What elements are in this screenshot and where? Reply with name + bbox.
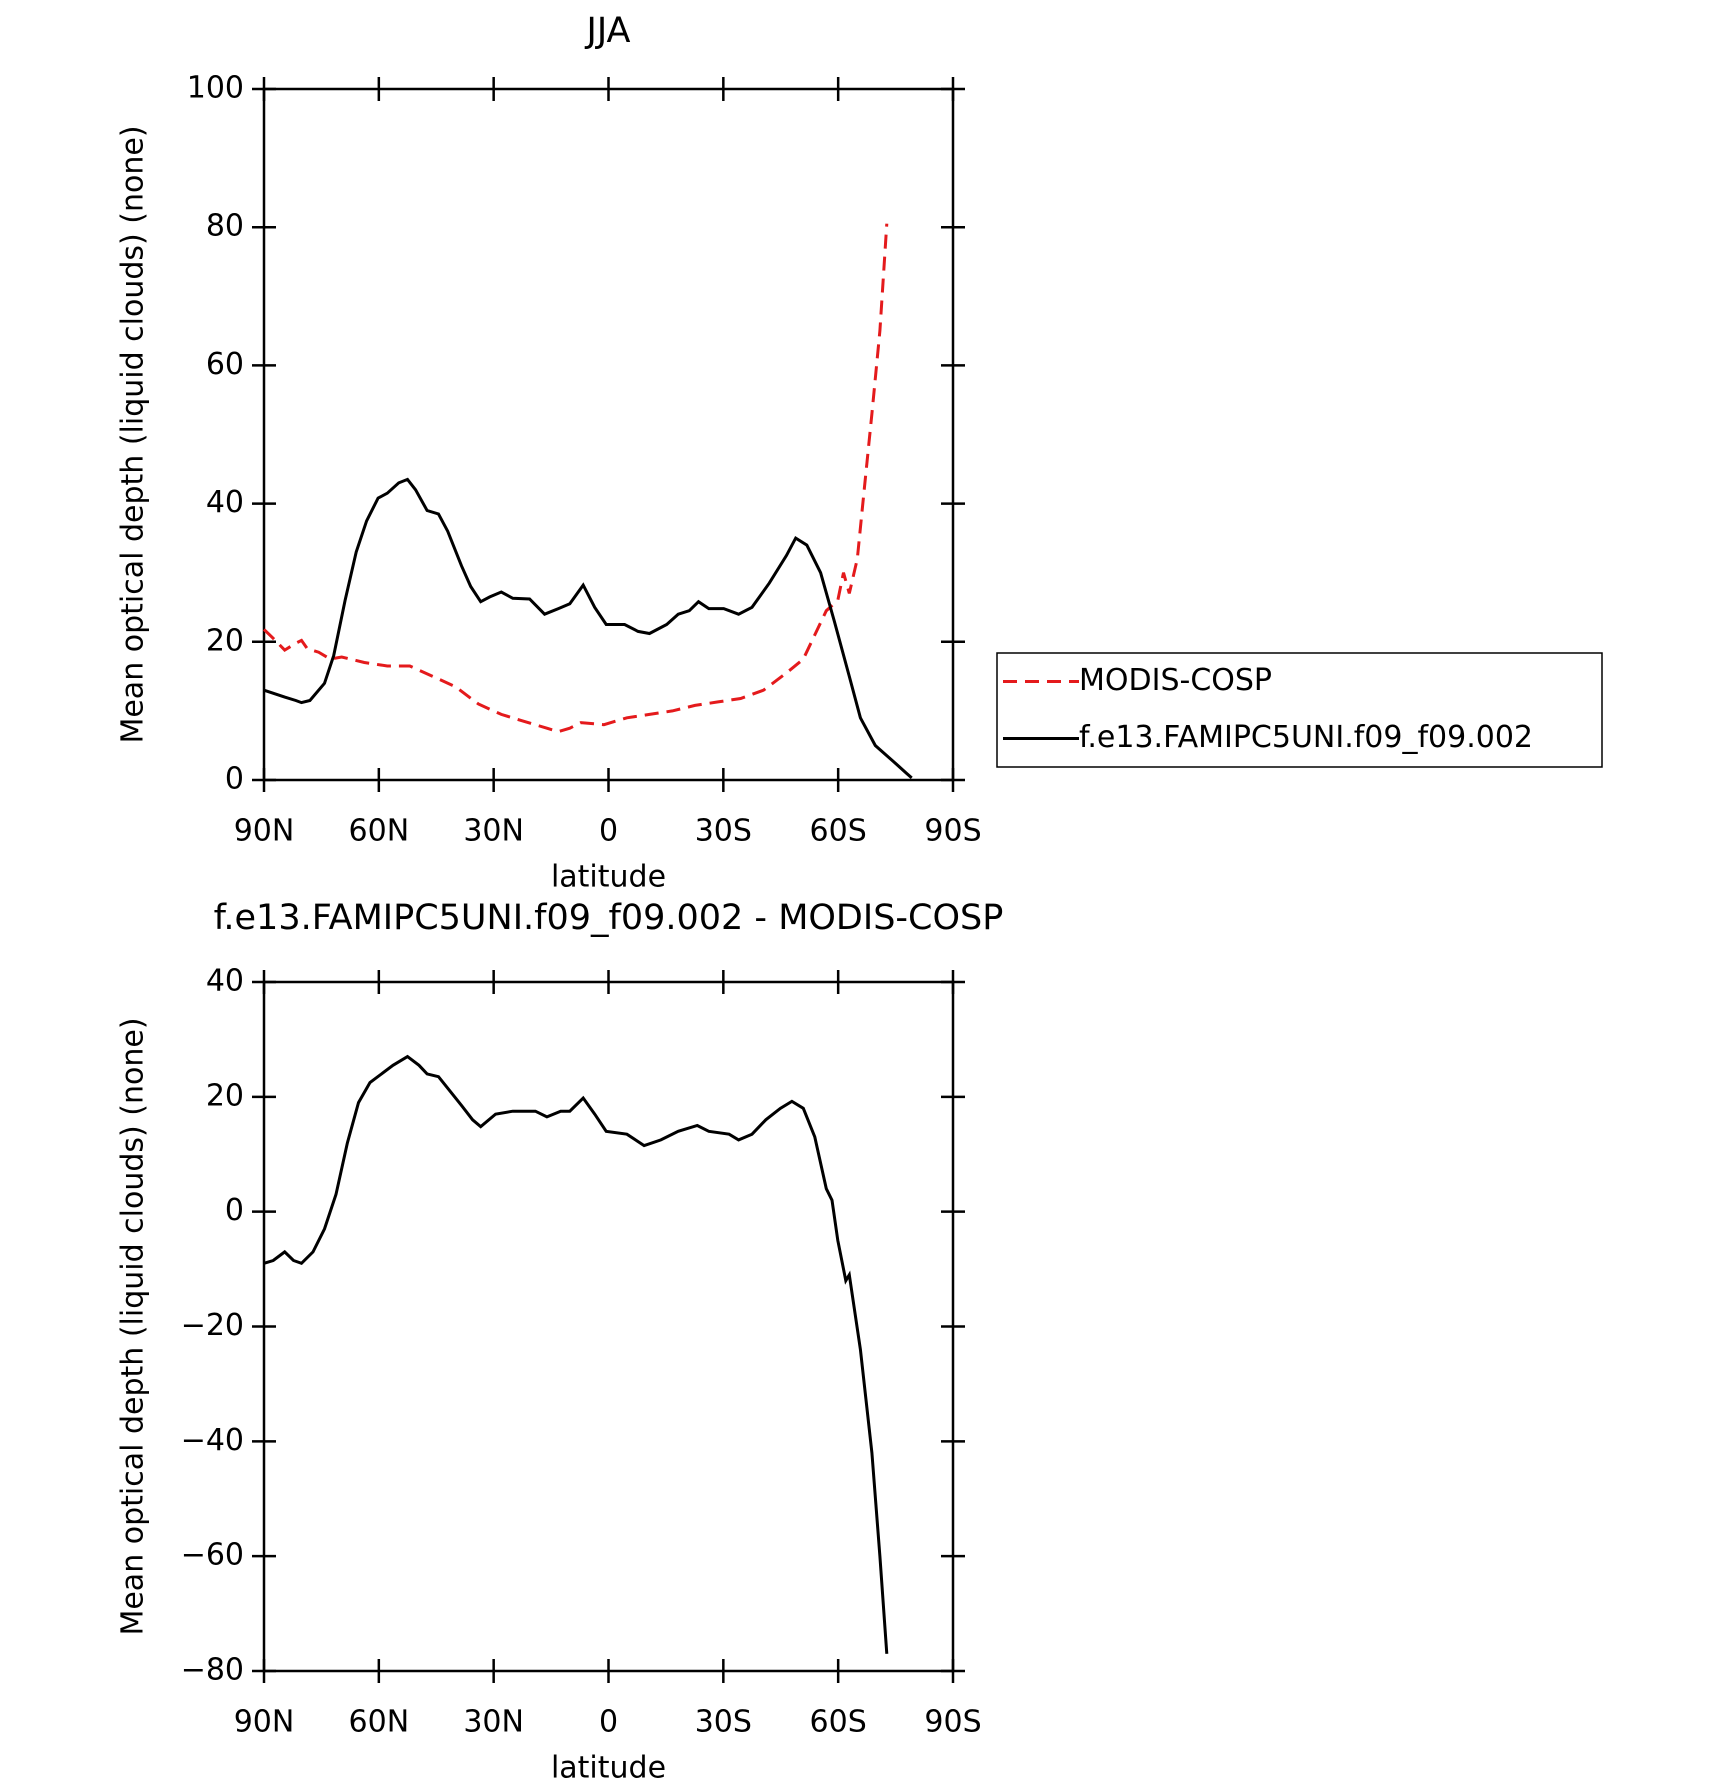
x-tick-label: 0 xyxy=(599,814,618,849)
legend-label: MODIS-COSP xyxy=(1079,663,1272,698)
x-tick-label: 90N xyxy=(234,1705,295,1740)
x-tick-label: 30S xyxy=(695,1705,752,1740)
y-tick-label: 20 xyxy=(206,1078,244,1113)
x-tick-label: 60N xyxy=(349,814,410,849)
y-axis-label: Mean optical depth (liquid clouds) (none… xyxy=(116,1017,151,1635)
x-tick-label: 90N xyxy=(234,814,295,849)
y-tick-label: 60 xyxy=(206,347,244,382)
legend-label: f.e13.FAMIPC5UNI.f09_f09.002 xyxy=(1079,720,1533,755)
y-tick-label: 20 xyxy=(206,623,244,658)
y-axis-label: Mean optical depth (liquid clouds) (none… xyxy=(116,125,151,743)
x-tick-label: 0 xyxy=(599,1705,618,1740)
y-tick-label: 0 xyxy=(225,762,244,797)
series-line xyxy=(263,1054,889,1654)
y-tick-label: 40 xyxy=(206,485,244,520)
x-tick-label: 30N xyxy=(463,814,524,849)
y-tick-label: 40 xyxy=(206,964,244,999)
chart-title: f.e13.FAMIPC5UNI.f09_f09.002 - MODIS-COS… xyxy=(214,898,1004,938)
x-axis-label: latitude xyxy=(551,1751,666,1786)
series-line xyxy=(262,223,889,734)
y-tick-label: 100 xyxy=(187,71,244,106)
x-tick-label: 60S xyxy=(810,1705,867,1740)
y-tick-label: 80 xyxy=(206,209,244,244)
y-tick-label: −40 xyxy=(181,1423,244,1458)
x-tick-label: 90S xyxy=(924,814,981,849)
x-tick-label: 30N xyxy=(463,1705,524,1740)
x-tick-label: 90S xyxy=(924,1705,981,1740)
y-tick-label: −80 xyxy=(181,1653,244,1688)
chart-title: JJA xyxy=(585,11,631,51)
series-line xyxy=(263,477,913,780)
y-tick-label: 0 xyxy=(225,1193,244,1228)
x-axis-label: latitude xyxy=(551,860,666,895)
x-tick-label: 60N xyxy=(349,1705,410,1740)
x-tick-label: 60S xyxy=(810,814,867,849)
legend-box xyxy=(996,652,1603,768)
y-tick-label: −20 xyxy=(181,1308,244,1343)
y-tick-label: −60 xyxy=(181,1538,244,1573)
x-tick-label: 30S xyxy=(695,814,752,849)
